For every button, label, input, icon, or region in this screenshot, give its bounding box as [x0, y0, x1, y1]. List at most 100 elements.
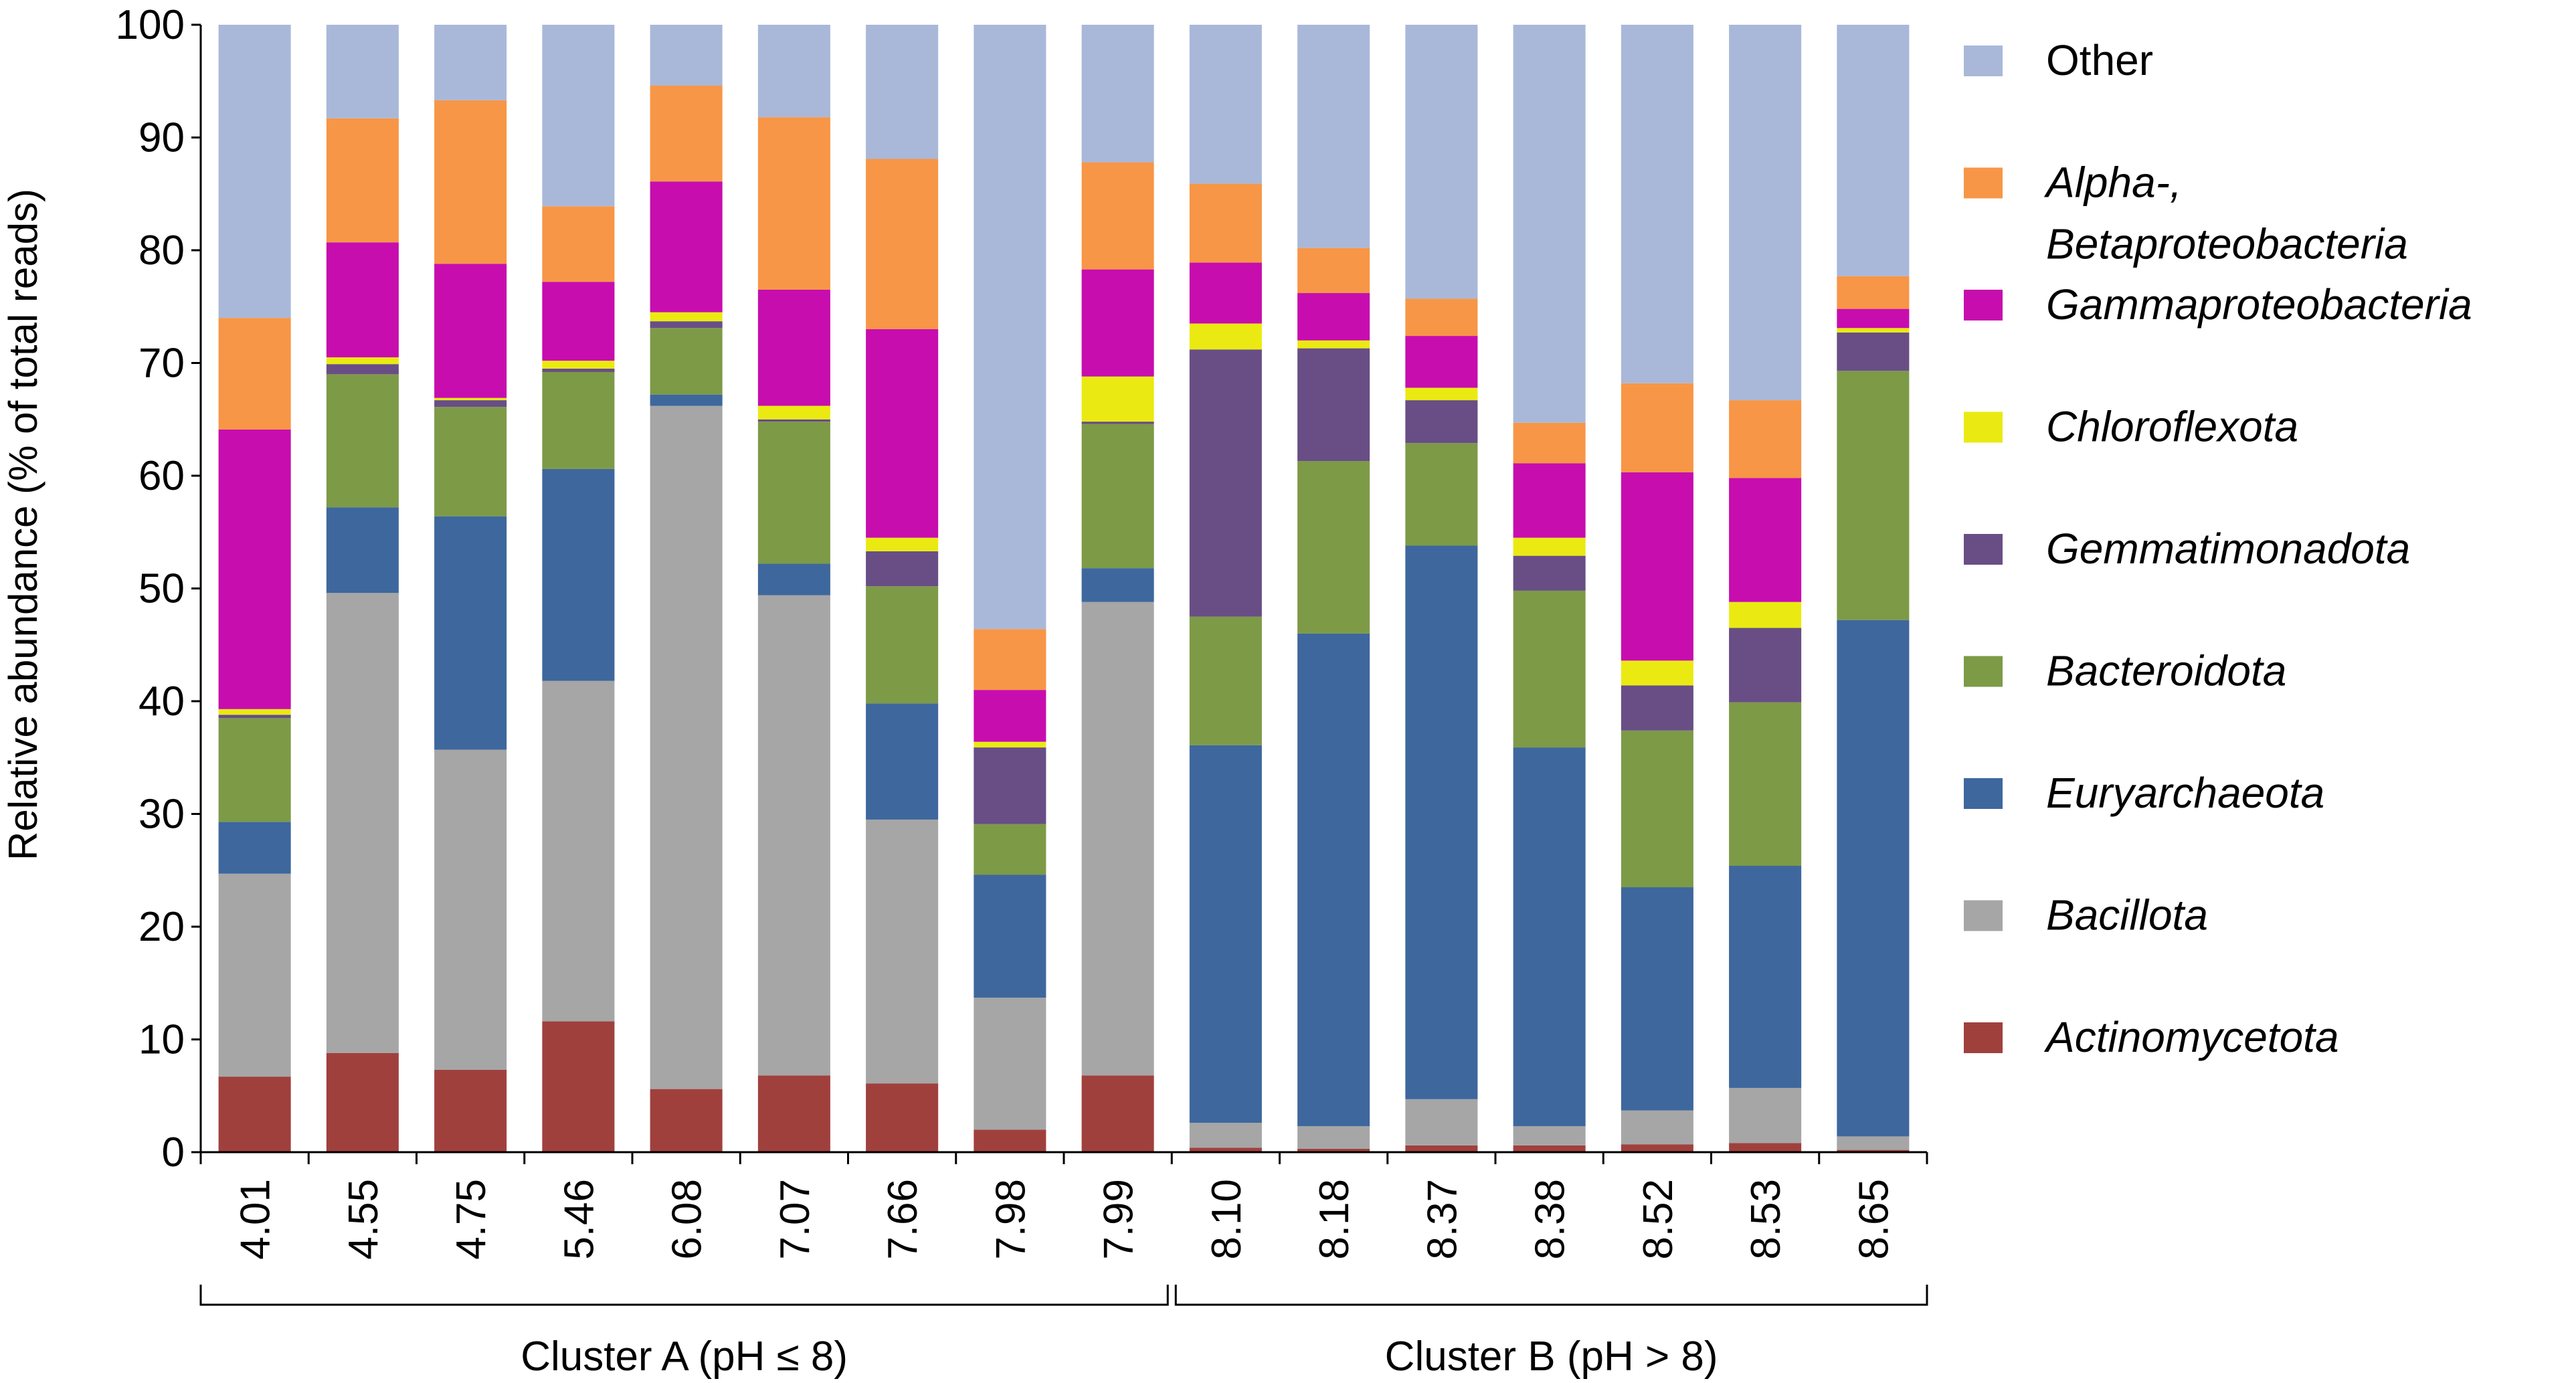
bar-gammaproteobacteria-7-99 — [1081, 269, 1154, 377]
y-tick-label-100: 100 — [116, 2, 185, 48]
bar-euryarchaeota-8-38 — [1513, 747, 1586, 1127]
y-tick-label-10: 10 — [139, 1017, 185, 1063]
bar-chloroflexota-4-55 — [326, 357, 399, 365]
bar-gemmatimonadota-7-07 — [757, 419, 830, 422]
axis-layer: 0 10 20 30 40 50 60 70 80 90 100 4.01 4.55 4.75 5.46 6.… — [116, 2, 1928, 1260]
bar-gemmatimonadota-6-08 — [650, 321, 723, 329]
bar-euryarchaeota-4-75 — [434, 516, 507, 750]
bar-bacteroidota-4-75 — [434, 407, 507, 517]
bar-bacillota-4-75 — [434, 749, 507, 1070]
bar-alpha-betaproteobacteria-5-46 — [542, 206, 615, 282]
bar-euryarchaeota-8-37 — [1405, 545, 1478, 1099]
bar-euryarchaeota-5-46 — [542, 468, 615, 681]
bar-bacillota-4-55 — [326, 593, 399, 1053]
cluster-label-1: Cluster B (pH > 8) — [1385, 1333, 1718, 1380]
bar-bacillota-8-65 — [1837, 1136, 1910, 1150]
bar-bacteroidota-4-01 — [218, 718, 291, 822]
bar-alpha-betaproteobacteria-7-99 — [1081, 162, 1154, 270]
x-tick-label-4-75: 4.75 — [448, 1179, 494, 1260]
bar-gammaproteobacteria-4-01 — [218, 429, 291, 709]
bar-euryarchaeota-7-98 — [974, 874, 1046, 998]
bar-bacteroidota-8-65 — [1837, 371, 1910, 620]
bar-actinomycetota-7-66 — [866, 1083, 939, 1152]
bar-actinomycetota-8-65 — [1837, 1149, 1910, 1152]
bar-gammaproteobacteria-7-07 — [757, 289, 830, 406]
bar-chloroflexota-6-08 — [650, 312, 723, 322]
bar-actinomycetota-7-99 — [1081, 1075, 1154, 1152]
x-tick-label-8-37: 8.37 — [1419, 1179, 1465, 1260]
bar-gemmatimonadota-8-65 — [1837, 333, 1910, 371]
bar-bacillota-7-07 — [757, 595, 830, 1076]
cluster-brackets-layer: Cluster A (pH ≤ 8) Cluster B (pH > 8) — [199, 1285, 1928, 1380]
bar-euryarchaeota-8-10 — [1189, 745, 1262, 1123]
bar-bacillota-8-38 — [1513, 1126, 1586, 1145]
bar-gemmatimonadota-4-55 — [326, 364, 399, 375]
bar-gemmatimonadota-7-66 — [866, 551, 939, 587]
bar-other-4-01 — [218, 25, 291, 318]
bar-bacillota-7-99 — [1081, 602, 1154, 1076]
bar-bacteroidota-7-98 — [974, 824, 1046, 875]
legend-label-alpha-betaproteobacteria-line0: Alpha-, — [2043, 159, 2182, 207]
bar-alpha-betaproteobacteria-4-55 — [326, 118, 399, 243]
y-tick-label-30: 30 — [139, 792, 185, 838]
bar-gemmatimonadota-7-98 — [974, 747, 1046, 824]
x-tick-label-8-53: 8.53 — [1743, 1179, 1789, 1260]
bar-chloroflexota-7-66 — [866, 537, 939, 551]
bar-chloroflexota-8-37 — [1405, 387, 1478, 401]
bars-layer — [218, 25, 1910, 1152]
bar-chloroflexota-8-65 — [1837, 328, 1910, 333]
bar-alpha-betaproteobacteria-6-08 — [650, 85, 723, 182]
bar-euryarchaeota-4-55 — [326, 507, 399, 593]
bar-chloroflexota-7-07 — [757, 405, 830, 420]
bar-gemmatimonadota-7-99 — [1081, 422, 1154, 424]
legend-label-actinomycetota: Actinomycetota — [2043, 1013, 2339, 1061]
bar-gammaproteobacteria-8-65 — [1837, 308, 1910, 329]
legend-label-gammaproteobacteria: Gammaproteobacteria — [2046, 280, 2472, 329]
x-tick-label-8-10: 8.10 — [1204, 1179, 1250, 1260]
bar-other-4-55 — [326, 25, 399, 118]
y-tick-label-70: 70 — [139, 341, 185, 387]
bar-alpha-betaproteobacteria-8-52 — [1621, 383, 1693, 472]
bar-gammaproteobacteria-8-37 — [1405, 336, 1478, 388]
bar-chloroflexota-7-98 — [974, 741, 1046, 748]
cluster-label-0: Cluster A (pH ≤ 8) — [521, 1333, 848, 1380]
legend-label-gemmatimonadota: Gemmatimonadota — [2046, 525, 2410, 573]
bar-chloroflexota-8-38 — [1513, 537, 1586, 556]
bar-bacillota-8-53 — [1729, 1087, 1802, 1143]
y-tick-label-0: 0 — [162, 1129, 185, 1176]
bar-euryarchaeota-6-08 — [650, 394, 723, 406]
bar-other-7-99 — [1081, 25, 1154, 163]
y-tick-label-50: 50 — [139, 566, 185, 612]
bar-chloroflexota-5-46 — [542, 361, 615, 369]
legend-swatch-alpha-betaproteobacteria — [1964, 167, 2003, 199]
bar-bacteroidota-4-55 — [326, 374, 399, 508]
bar-chloroflexota-4-01 — [218, 709, 291, 715]
legend-label-other: Other — [2046, 36, 2153, 84]
bar-bacillota-4-01 — [218, 873, 291, 1077]
bar-other-5-46 — [542, 25, 615, 207]
bar-gammaproteobacteria-7-98 — [974, 690, 1046, 742]
bar-bacteroidota-8-53 — [1729, 702, 1802, 866]
bar-euryarchaeota-7-66 — [866, 703, 939, 820]
bar-gemmatimonadota-8-37 — [1405, 400, 1478, 444]
bar-alpha-betaproteobacteria-8-65 — [1837, 276, 1910, 309]
legend-swatch-chloroflexota — [1964, 411, 2003, 443]
bar-gammaproteobacteria-6-08 — [650, 181, 723, 312]
bar-euryarchaeota-7-99 — [1081, 568, 1154, 602]
y-tick-label-90: 90 — [139, 115, 185, 161]
legend-swatch-actinomycetota — [1964, 1022, 2003, 1053]
y-axis-title: Relative abundance (% of total reads) — [1, 189, 45, 860]
bar-gemmatimonadota-5-46 — [542, 368, 615, 372]
x-tick-label-6-08: 6.08 — [664, 1179, 711, 1260]
bar-bacteroidota-6-08 — [650, 328, 723, 395]
x-tick-label-7-66: 7.66 — [880, 1179, 926, 1260]
legend-label-chloroflexota: Chloroflexota — [2046, 403, 2298, 451]
bar-bacteroidota-8-52 — [1621, 730, 1693, 888]
y-tick-label-40: 40 — [139, 678, 185, 725]
bar-euryarchaeota-8-53 — [1729, 866, 1802, 1088]
bar-other-7-98 — [974, 25, 1046, 630]
bar-bacteroidota-8-37 — [1405, 443, 1478, 546]
cluster-bracket-1 — [1174, 1285, 1928, 1306]
bar-gemmatimonadota-8-10 — [1189, 349, 1262, 617]
